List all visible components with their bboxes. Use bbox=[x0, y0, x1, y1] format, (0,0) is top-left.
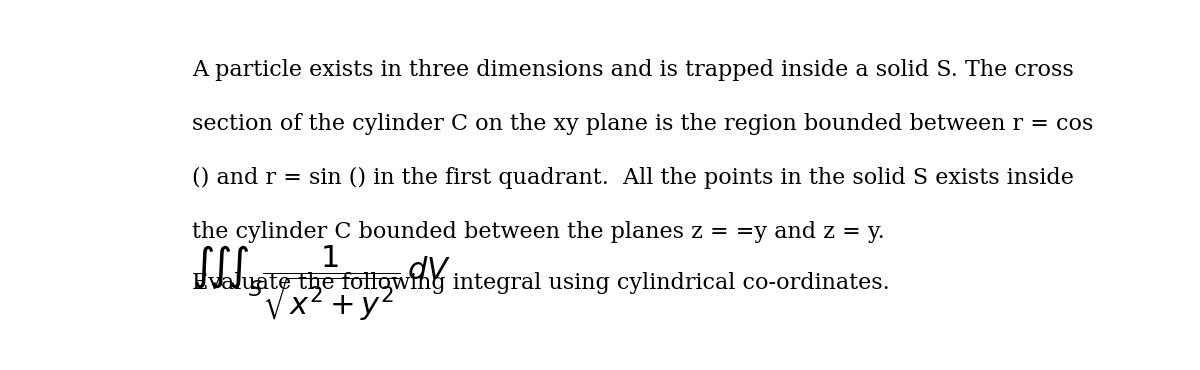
Text: () and r = sin () in the first quadrant.  All the points in the solid S exists i: () and r = sin () in the first quadrant.… bbox=[192, 167, 1074, 189]
Text: section of the cylinder C on the xy plane is the region bounded between r = cos: section of the cylinder C on the xy plan… bbox=[192, 113, 1093, 135]
Text: $\int\!\int\!\int_S \dfrac{1}{\sqrt{x^2+y^2}}\,dV$: $\int\!\int\!\int_S \dfrac{1}{\sqrt{x^2+… bbox=[192, 243, 451, 324]
Text: A particle exists in three dimensions and is trapped inside a solid S. The cross: A particle exists in three dimensions an… bbox=[192, 58, 1074, 81]
Text: the cylinder C bounded between the planes z = =y and z = y.: the cylinder C bounded between the plane… bbox=[192, 221, 884, 243]
Text: Evaluate the following integral using cylindrical co-ordinates.: Evaluate the following integral using cy… bbox=[192, 272, 889, 294]
